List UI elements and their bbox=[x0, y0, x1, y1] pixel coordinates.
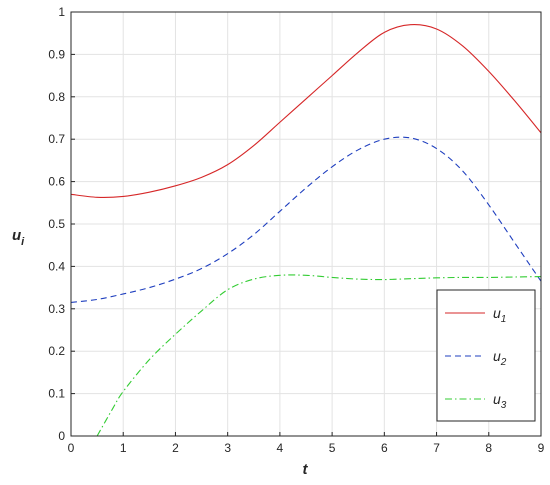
x-tick-label: 9 bbox=[538, 441, 545, 455]
x-tick-label: 2 bbox=[172, 441, 179, 455]
y-tick-label: 0.3 bbox=[48, 302, 65, 316]
x-tick-label: 0 bbox=[68, 441, 75, 455]
ticks bbox=[70, 11, 542, 437]
x-tick-label: 4 bbox=[277, 441, 284, 455]
x-tick-label: 7 bbox=[433, 441, 440, 455]
y-tick-label: 0.8 bbox=[48, 90, 65, 104]
x-tick-label: 8 bbox=[485, 441, 492, 455]
y-tick-label: 0.4 bbox=[48, 259, 65, 273]
x-axis-label: t bbox=[303, 461, 309, 478]
x-tick-label: 5 bbox=[329, 441, 336, 455]
y-tick-label: 0.7 bbox=[48, 132, 65, 146]
series-line-u1 bbox=[70, 24, 542, 198]
legend-label-u1: u1 bbox=[493, 305, 506, 325]
y-tick-label: 0.1 bbox=[48, 387, 65, 401]
y-tick-label: 0.5 bbox=[48, 217, 65, 231]
series-line-u3 bbox=[96, 274, 542, 437]
x-tick-label: 3 bbox=[224, 441, 231, 455]
legend-box bbox=[436, 289, 536, 422]
series-layer bbox=[70, 24, 542, 437]
y-tick-labels: 0 0.1 0.2 0.3 0.4 0.5 0.6 0.7 0.8 0.9 1 bbox=[48, 5, 65, 443]
x-tick-labels: 0 1 2 3 4 5 6 7 8 9 bbox=[68, 441, 545, 455]
y-tick-label: 0.9 bbox=[48, 47, 65, 61]
legend: u1 u2 u3 bbox=[436, 289, 536, 422]
y-tick-label: 0.6 bbox=[48, 175, 65, 189]
series-line-u2 bbox=[70, 136, 542, 303]
x-tick-label: 6 bbox=[381, 441, 388, 455]
y-axis-label: ui bbox=[12, 227, 25, 248]
y-tick-label: 1 bbox=[58, 5, 65, 19]
y-tick-label: 0.2 bbox=[48, 344, 65, 358]
y-tick-label: 0 bbox=[58, 429, 65, 443]
x-tick-label: 1 bbox=[120, 441, 127, 455]
legend-label-u2: u2 bbox=[493, 348, 507, 368]
legend-label-u3: u3 bbox=[493, 391, 507, 411]
